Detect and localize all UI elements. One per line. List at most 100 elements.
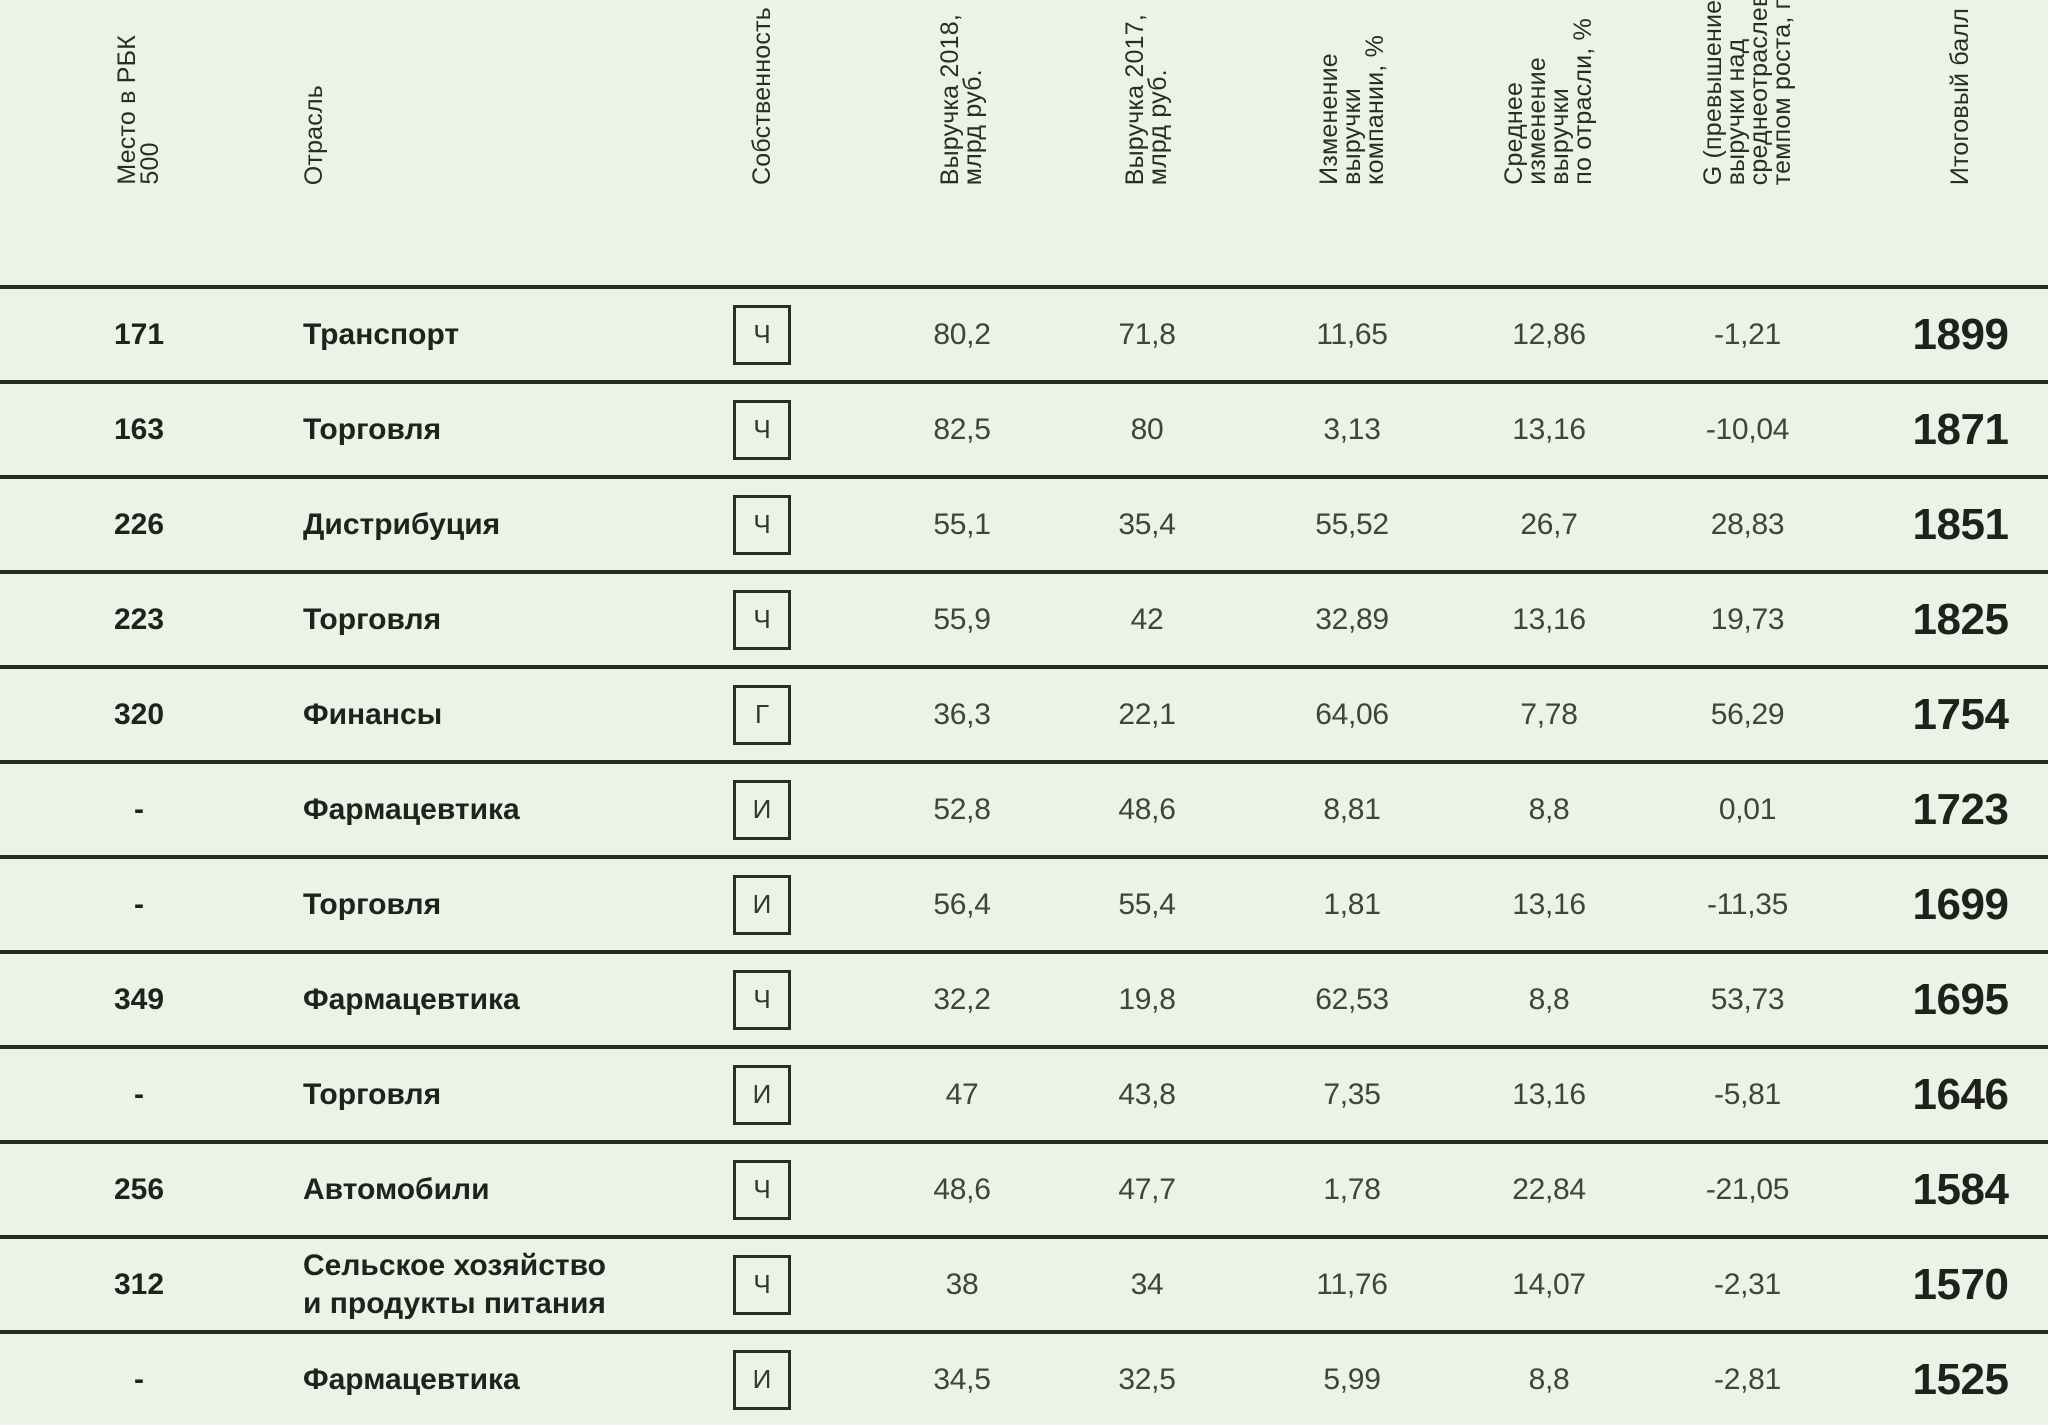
table-row: 256 Автомобили Ч 48,6 47,7 1,78 22,84 -2… [0,1140,2048,1235]
revenue-change-cell: 11,65 [1316,317,1388,351]
rank-cell: - [134,887,144,921]
table-row: - Торговля И 47 43,8 7,35 13,16 -5,81 16… [0,1045,2048,1140]
industry-avg-change-cell: 22,84 [1512,1172,1586,1206]
table-row: - Торговля И 56,4 55,4 1,81 13,16 -11,35… [0,855,2048,950]
rank-cell: - [134,1362,144,1396]
industry-avg-change-cell: 14,07 [1512,1267,1586,1301]
header-revenue-2017-label: Выручка 2017, млрд руб. [1121,13,1172,185]
header-revenue-2017: Выручка 2017, млрд руб. [1054,0,1250,285]
g-index-cell: 53,73 [1710,982,1785,1016]
ownership-badge: И [733,779,791,840]
industry-avg-change-cell: 12,86 [1512,317,1586,351]
revenue-2017-cell: 47,7 [1118,1172,1176,1206]
revenue-2018-cell: 55,1 [933,507,991,541]
industry-cell: Фармацевтика [303,982,520,1016]
ownership-cell: Ч [700,574,824,665]
table-row: - Фармацевтика И 52,8 48,6 8,81 8,8 0,01… [0,760,2048,855]
ownership-cell: Г [700,669,824,760]
score-cell: 1871 [1912,404,2009,454]
header-industry-avg-change-label: Среднее изменение выручки по отрасли, % [1500,18,1597,185]
score-cell: 1825 [1912,594,2009,644]
g-index-cell: 0,01 [1718,792,1777,826]
revenue-change-cell: 11,76 [1316,1267,1388,1301]
table-row: 312 Сельское хозяйство и продукты питани… [0,1235,2048,1330]
table-body: 171 Транспорт Ч 80,2 71,8 11,65 12,86 -1… [0,285,2048,1425]
g-index-cell: -2,31 [1714,1267,1781,1301]
score-cell: 1851 [1912,499,2009,549]
header-ownership-label: Собственность [747,7,776,185]
ownership-letter: И [752,1364,772,1394]
ownership-badge: Ч [733,399,791,460]
rank-cell: 320 [113,697,165,731]
ownership-letter: Ч [753,604,771,634]
header-revenue-change-label: Изменение выручки компании, % [1314,35,1389,185]
industry-avg-change-cell: 13,16 [1512,1077,1586,1111]
revenue-2018-cell: 82,5 [933,412,991,446]
industry-avg-change-cell: 26,7 [1520,507,1578,541]
revenue-2018-cell: 36,3 [933,697,991,731]
revenue-change-cell: 1,81 [1323,887,1381,921]
ownership-letter: И [752,794,772,824]
ownership-badge: И [733,874,791,935]
score-cell: 1584 [1912,1164,2009,1214]
revenue-change-cell: 1,78 [1323,1172,1381,1206]
g-index-cell: -10,04 [1705,412,1790,446]
ownership-badge: Г [733,684,791,745]
revenue-2017-cell: 22,1 [1118,697,1176,731]
ownership-letter: Ч [753,1269,771,1299]
g-index-cell: -2,81 [1714,1362,1781,1396]
g-index-cell: -21,05 [1705,1172,1790,1206]
header-industry-label: Отрасль [300,84,328,185]
ownership-letter: Ч [753,984,771,1014]
score-cell: 1723 [1912,784,2009,834]
ownership-badge: Ч [733,1254,791,1315]
industry-cell: Торговля [303,887,442,921]
revenue-2018-cell: 47 [945,1077,979,1111]
ownership-badge: Ч [733,304,791,365]
g-index-cell: -5,81 [1714,1077,1781,1111]
ownership-badge: И [733,1064,791,1125]
ownership-letter: Ч [753,509,771,539]
g-index-cell: -1,21 [1714,317,1781,351]
revenue-2018-cell: 52,8 [933,792,991,826]
industry-cell: Автомобили [303,1172,490,1206]
ownership-letter: Ч [753,1174,771,1204]
header-ownership: Собственность [700,0,824,285]
ownership-badge: Ч [733,969,791,1030]
ownership-letter: И [752,889,772,919]
score-cell: 1699 [1912,879,2009,929]
revenue-2017-cell: 34 [1130,1267,1164,1301]
industry-cell: Торговля [303,602,442,636]
g-index-cell: 19,73 [1710,602,1785,636]
industry-cell: Сельское хозяйство и продукты питания [303,1248,606,1320]
header-industry: Отрасль [230,0,700,285]
table-row: 226 Дистрибуция Ч 55,1 35,4 55,52 26,7 2… [0,475,2048,570]
score-cell: 1525 [1912,1354,2009,1404]
table-header: Место в РБК 500 Отрасль Собственность Вы… [0,0,2048,285]
revenue-2017-cell: 48,6 [1118,792,1176,826]
rank-cell: 312 [113,1267,165,1301]
industry-avg-change-cell: 13,16 [1512,887,1586,921]
industry-cell: Финансы [303,697,443,731]
industry-cell: Торговля [303,412,442,446]
g-index-cell: -11,35 [1706,887,1789,921]
revenue-change-cell: 32,89 [1315,602,1389,636]
ownership-cell: И [700,764,824,855]
industry-avg-change-cell: 7,78 [1520,697,1578,731]
ownership-cell: Ч [700,954,824,1045]
industry-avg-change-cell: 8,8 [1528,1362,1570,1396]
ownership-cell: Ч [700,289,824,380]
revenue-2018-cell: 32,2 [933,982,991,1016]
rank-cell: 171 [113,317,165,351]
revenue-2018-cell: 48,6 [933,1172,991,1206]
header-score-label: Итоговый балл [1946,7,1974,185]
score-cell: 1646 [1912,1069,2009,1119]
ownership-cell: Ч [700,1239,824,1330]
table-row: 171 Транспорт Ч 80,2 71,8 11,65 12,86 -1… [0,285,2048,380]
table-row: 223 Торговля Ч 55,9 42 32,89 13,16 19,73… [0,570,2048,665]
ownership-letter: Г [754,699,770,729]
table-row: - Фармацевтика И 34,5 32,5 5,99 8,8 -2,8… [0,1330,2048,1425]
ownership-badge: Ч [733,494,791,555]
ownership-badge: Ч [733,1159,791,1220]
header-rank: Место в РБК 500 [0,0,230,285]
